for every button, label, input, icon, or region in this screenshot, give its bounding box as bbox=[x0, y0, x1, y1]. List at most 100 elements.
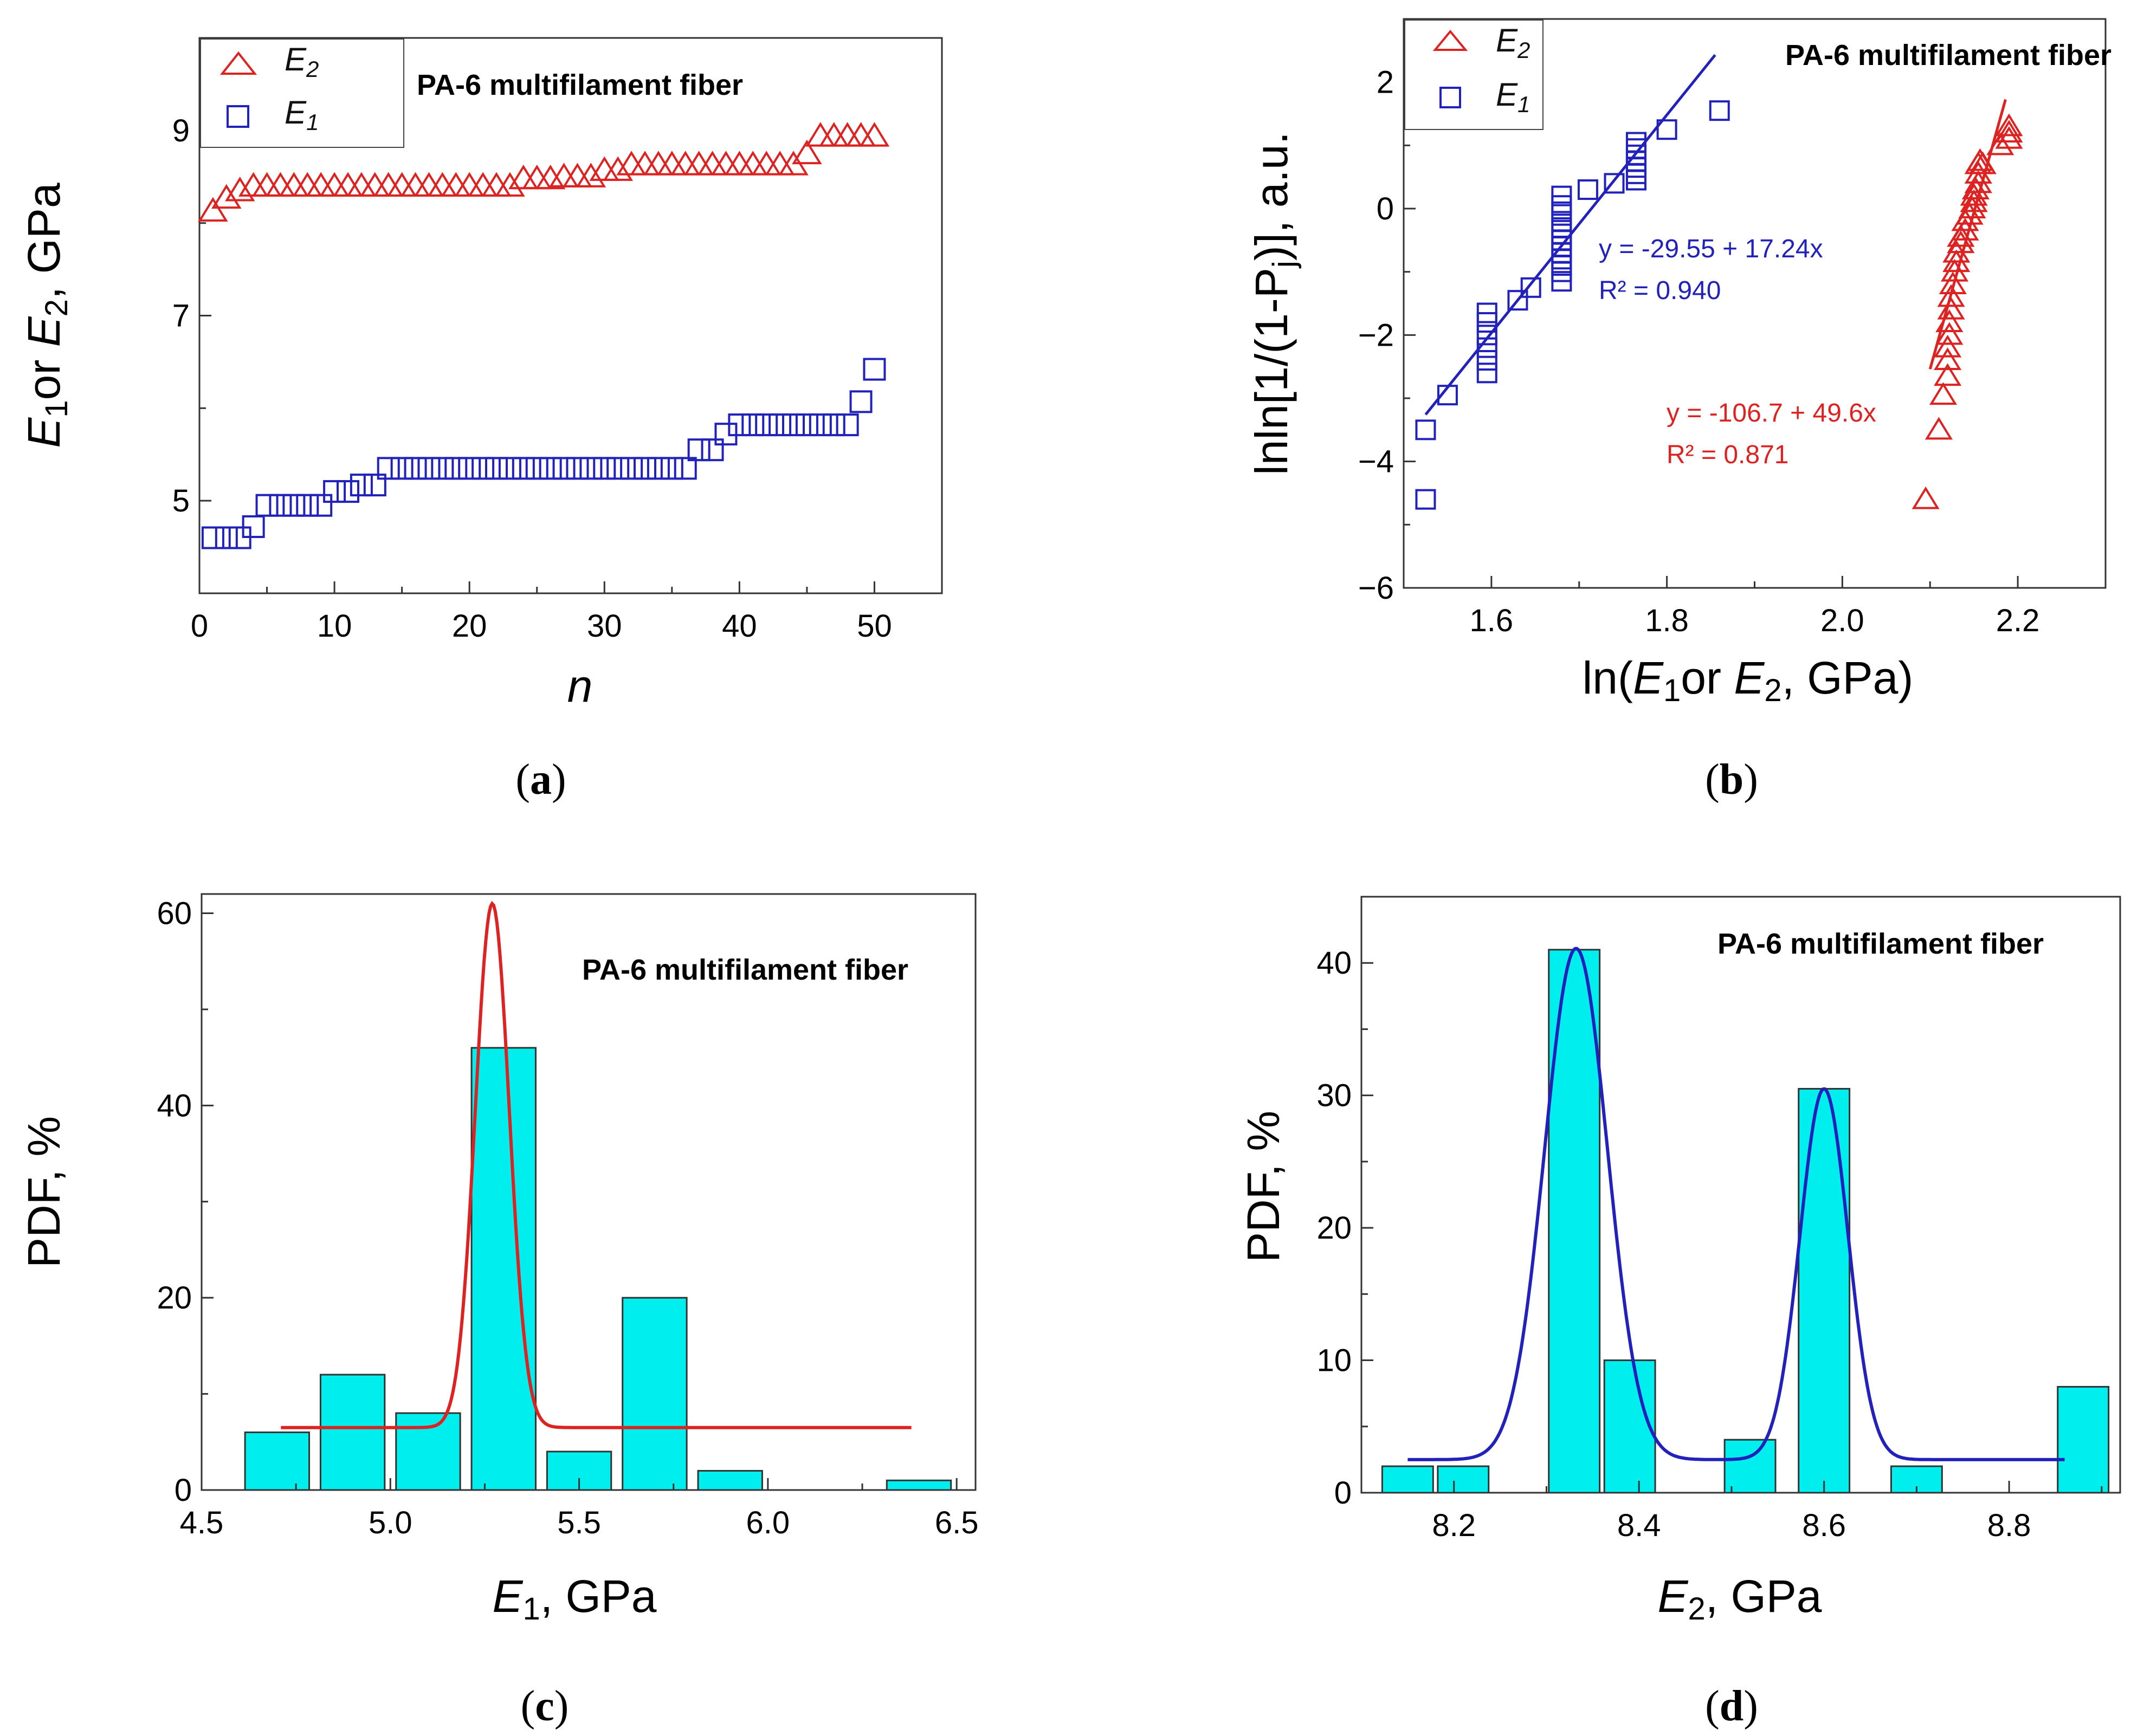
triangle-point bbox=[630, 151, 660, 176]
square-point bbox=[404, 457, 427, 480]
x-axis-label: E1, GPa bbox=[492, 1571, 656, 1627]
y-tick-label: 30 bbox=[1316, 1078, 1352, 1113]
triangle-point bbox=[1934, 363, 1962, 386]
square-point bbox=[660, 457, 683, 480]
square-point bbox=[728, 413, 751, 437]
square-point bbox=[1415, 419, 1436, 441]
x-axis-label: E2, GPa bbox=[1657, 1571, 1822, 1627]
panel-caption: (a) bbox=[515, 756, 566, 804]
histogram-bar bbox=[470, 1047, 537, 1491]
triangle-point bbox=[765, 151, 795, 176]
square-point bbox=[1507, 290, 1528, 311]
triangle-point bbox=[1986, 132, 2014, 156]
triangle-point bbox=[508, 164, 539, 190]
triangle-point bbox=[251, 172, 282, 197]
triangle-point bbox=[1935, 322, 1964, 345]
x-axis-label: ln(E1or E2, GPa) bbox=[1583, 652, 1914, 708]
fit-e2-equation: y = -106.7 + 49.6x bbox=[1667, 399, 1876, 427]
y-axis-label: lnln[1/(1-Pj)], a.u. bbox=[1246, 132, 1302, 475]
panel-caption: (d) bbox=[1705, 1682, 1758, 1730]
square-point bbox=[1625, 132, 1646, 153]
panel-caption: (b) bbox=[1705, 756, 1758, 804]
histogram-bar bbox=[395, 1412, 461, 1491]
triangle-point bbox=[589, 156, 620, 181]
square-point bbox=[863, 358, 886, 381]
y-axis-label: PDF, % bbox=[1238, 1111, 1289, 1262]
panel-b: 1.6 1.8 2.0 2.2 20−2−4−6 E2 E1 PA-6 multifi… bbox=[1246, 18, 2111, 804]
y-tick-label: 60 bbox=[157, 896, 192, 931]
y-ticks: 0 20 40 60 bbox=[157, 896, 214, 1508]
triangle-point bbox=[751, 151, 782, 176]
x-tick-label: 0 bbox=[191, 608, 208, 644]
histogram-bar bbox=[1437, 1465, 1490, 1494]
triangle-point bbox=[832, 122, 863, 147]
histogram-bar bbox=[2057, 1385, 2110, 1494]
triangle-point bbox=[1935, 309, 1964, 332]
x-ticks: 1.6 1.8 2.0 2.2 bbox=[1403, 576, 2107, 638]
square-point bbox=[215, 526, 238, 549]
square-point bbox=[755, 413, 778, 437]
square-point bbox=[822, 413, 845, 437]
triangle-point bbox=[859, 122, 890, 147]
bars bbox=[1381, 949, 2110, 1494]
square-point bbox=[552, 457, 576, 480]
y-tick-label: 20 bbox=[157, 1280, 192, 1316]
square-point bbox=[458, 457, 481, 480]
y-tick-label: −4 bbox=[1358, 444, 1394, 480]
square-point bbox=[242, 515, 265, 538]
fit-e2-r2: R² = 0.871 bbox=[1667, 441, 1788, 469]
square-point bbox=[525, 457, 548, 480]
panel-c: 4.5 5.0 5.5 6.0 6.5 0 20 40 60 PA-6 multifilame… bbox=[18, 893, 978, 1730]
x-tick-label: 5.5 bbox=[557, 1505, 601, 1540]
triangle-point bbox=[818, 122, 849, 147]
triangle-point bbox=[576, 163, 606, 187]
y-tick-label: 20 bbox=[1316, 1210, 1352, 1246]
y-tick-label: 40 bbox=[1316, 945, 1352, 981]
triangle-point bbox=[1934, 334, 1962, 358]
legend-marker-e1 bbox=[1439, 87, 1461, 108]
x-tick-label: 6.0 bbox=[746, 1505, 790, 1540]
square-point bbox=[539, 457, 562, 480]
square-point bbox=[1437, 385, 1458, 406]
triangle-point bbox=[1958, 196, 1986, 218]
square-point bbox=[836, 413, 859, 437]
square-point bbox=[769, 413, 792, 437]
x-tick-label: 1.8 bbox=[1645, 603, 1689, 638]
x-tick-label: 10 bbox=[317, 608, 352, 644]
square-point bbox=[1415, 489, 1436, 510]
histogram-bar bbox=[697, 1470, 763, 1491]
square-point bbox=[593, 457, 616, 480]
triangle-point bbox=[643, 151, 674, 176]
square-point bbox=[255, 494, 279, 517]
square-point bbox=[1709, 100, 1730, 121]
square-point bbox=[1476, 325, 1497, 346]
square-point bbox=[282, 494, 306, 517]
y-tick-label: 0 bbox=[1377, 191, 1394, 226]
x-tick-label: 50 bbox=[857, 608, 892, 644]
square-point bbox=[606, 457, 630, 480]
triangle-point bbox=[306, 172, 336, 197]
pdf-curve bbox=[281, 901, 912, 1429]
square-point bbox=[1520, 277, 1541, 298]
square-point bbox=[377, 457, 400, 480]
x-tick-label: 2.0 bbox=[1820, 603, 1864, 638]
square-point bbox=[579, 457, 603, 480]
triangle-point bbox=[373, 172, 404, 197]
square-point bbox=[1604, 173, 1625, 194]
y-tick-label: 2 bbox=[1377, 65, 1394, 100]
triangle-point bbox=[386, 172, 417, 197]
square-point bbox=[1551, 223, 1572, 244]
triangle-point bbox=[414, 172, 444, 197]
triangle-point bbox=[562, 163, 593, 187]
triangle-point bbox=[441, 172, 472, 197]
histogram-bar bbox=[1381, 1465, 1434, 1494]
x-tick-label: 8.6 bbox=[1802, 1508, 1846, 1543]
x-ticks: 4.5 5.0 5.5 6.0 6.5 bbox=[180, 1478, 978, 1540]
legend-marker-e1 bbox=[227, 105, 249, 128]
x-tick-label: 20 bbox=[452, 608, 487, 644]
square-point bbox=[849, 390, 873, 413]
square-point bbox=[363, 474, 386, 497]
y-tick-label: 9 bbox=[172, 113, 190, 148]
square-point bbox=[485, 457, 508, 480]
square-point bbox=[309, 494, 333, 517]
